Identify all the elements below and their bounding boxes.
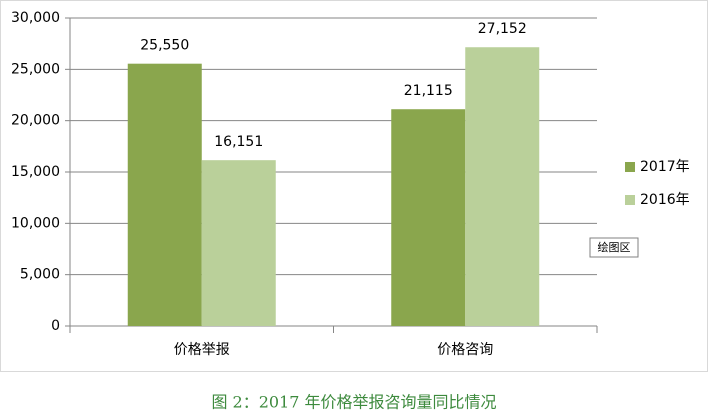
y-tick-label: 20,000 (11, 113, 60, 129)
value-label: 25,550 (140, 38, 189, 54)
bar (465, 47, 540, 326)
tooltip-box (589, 237, 639, 258)
value-label: 16,151 (214, 134, 263, 150)
bar (391, 109, 466, 326)
bar (201, 160, 276, 326)
legend-swatch (625, 195, 635, 205)
value-label: 27,152 (478, 21, 527, 37)
value-label: 21,115 (404, 83, 453, 99)
y-tick-label: 15,000 (11, 164, 60, 180)
legend-label: 2016年 (640, 192, 690, 208)
y-tick-label: 0 (51, 318, 60, 334)
legend-label: 2017年 (640, 159, 690, 175)
caption: 图 2：2017 年价格举报咨询量同比情况 (211, 393, 496, 412)
x-tick-label: 价格咨询 (437, 342, 493, 358)
chart-frame (0, 0, 708, 372)
y-tick-label: 25,000 (11, 61, 60, 77)
bar (127, 63, 202, 326)
tooltip: 绘图区 (598, 240, 631, 254)
y-tick-label: 30,000 (11, 10, 60, 26)
y-tick-label: 10,000 (11, 215, 60, 231)
legend-swatch (625, 162, 635, 172)
y-tick-label: 5,000 (20, 267, 60, 283)
x-tick-label: 价格举报 (174, 342, 230, 358)
